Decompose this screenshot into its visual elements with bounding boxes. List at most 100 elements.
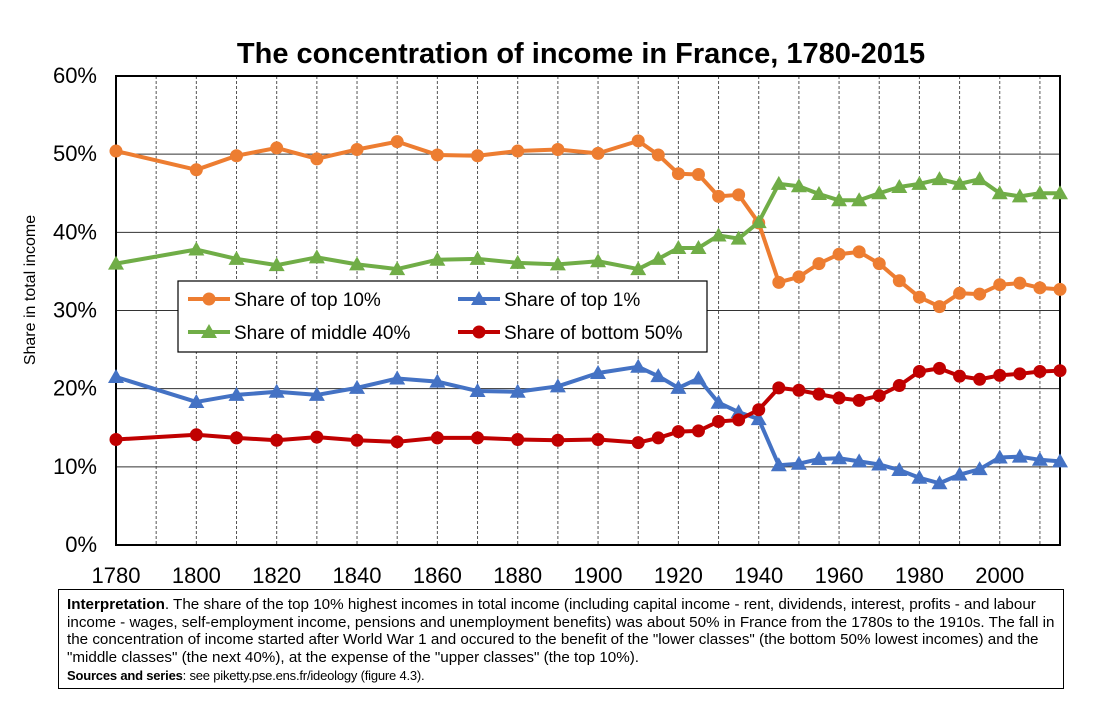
data-point xyxy=(590,365,607,380)
data-point xyxy=(891,178,908,193)
data-point xyxy=(750,214,767,229)
y-tick-label: 10% xyxy=(53,454,97,479)
data-point xyxy=(509,383,526,398)
data-point xyxy=(812,257,826,271)
data-point xyxy=(630,261,647,276)
data-point xyxy=(390,435,404,449)
series-share-of-middle-40- xyxy=(108,171,1068,276)
y-tick-label: 30% xyxy=(53,298,97,323)
legend-label: Share of middle 40% xyxy=(234,323,410,344)
x-tick-label: 1820 xyxy=(252,563,301,588)
x-tick-label: 1780 xyxy=(92,563,141,588)
data-point xyxy=(511,144,525,158)
data-point xyxy=(851,453,868,468)
data-point xyxy=(390,135,404,149)
data-point xyxy=(471,431,485,445)
data-point xyxy=(188,393,205,408)
data-point xyxy=(591,146,605,160)
data-point xyxy=(932,300,946,314)
legend-item: Share of bottom 50% xyxy=(458,323,683,344)
data-point xyxy=(973,287,987,301)
data-point xyxy=(630,358,647,373)
legend: Share of top 10% Share of top 1% Share of … xyxy=(177,280,708,353)
x-tick-label: 1860 xyxy=(413,563,462,588)
data-point xyxy=(912,364,926,378)
data-point xyxy=(549,378,566,393)
legend-item: Share of top 10% xyxy=(188,290,381,311)
series-share-of-bottom-50- xyxy=(109,361,1067,450)
data-point xyxy=(951,175,968,190)
legend-swatch-marker xyxy=(201,324,217,338)
data-point xyxy=(953,286,967,300)
x-tick-label: 2000 xyxy=(975,563,1024,588)
data-point xyxy=(911,175,928,190)
data-point xyxy=(770,175,787,190)
data-point xyxy=(730,230,747,245)
data-point xyxy=(792,270,806,284)
data-point xyxy=(671,167,685,181)
data-point xyxy=(109,144,123,158)
data-point xyxy=(973,372,987,386)
data-point xyxy=(650,368,667,383)
data-point xyxy=(430,148,444,162)
data-point xyxy=(770,457,787,472)
data-point xyxy=(1052,185,1068,200)
x-tick-label: 1920 xyxy=(654,563,703,588)
data-point xyxy=(1031,185,1048,200)
interpretation-body: . The share of the top 10% highest incom… xyxy=(67,596,1055,666)
data-point xyxy=(189,163,203,177)
legend-label: Share of bottom 50% xyxy=(504,323,683,344)
data-point xyxy=(852,393,866,407)
data-point xyxy=(310,430,324,444)
data-point xyxy=(310,152,324,166)
data-point xyxy=(892,379,906,393)
data-point xyxy=(712,189,726,203)
sources-text: : see piketty.pse.ens.fr/ideology (figur… xyxy=(182,668,425,684)
legend-item: Share of middle 40% xyxy=(188,323,410,344)
data-point xyxy=(891,461,908,476)
data-point xyxy=(430,431,444,445)
data-point xyxy=(1011,188,1028,203)
legend-swatch-marker xyxy=(472,325,486,339)
x-tick-label: 1900 xyxy=(574,563,623,588)
data-point xyxy=(349,256,366,271)
data-point xyxy=(810,451,827,466)
data-point xyxy=(951,466,968,481)
data-point xyxy=(851,192,868,207)
data-point xyxy=(911,469,928,484)
data-point xyxy=(270,433,284,447)
y-axis-label: Share in total income xyxy=(22,214,39,366)
legend-label: Share of top 1% xyxy=(504,290,640,311)
y-tick-label: 0% xyxy=(65,532,97,557)
data-point xyxy=(670,239,687,254)
y-tick-label: 50% xyxy=(53,141,97,166)
data-point xyxy=(189,428,203,442)
data-point xyxy=(732,413,746,427)
data-point xyxy=(710,227,727,242)
data-point xyxy=(912,290,926,304)
series-line xyxy=(115,364,1061,486)
data-point xyxy=(993,278,1007,292)
plot-frame xyxy=(115,75,1061,546)
data-point xyxy=(268,257,285,272)
data-point xyxy=(772,275,786,289)
data-point xyxy=(872,389,886,403)
x-tick-label: 1940 xyxy=(734,563,783,588)
data-point xyxy=(872,257,886,271)
data-point xyxy=(509,254,526,269)
series-share-of-top-1- xyxy=(108,358,1068,490)
data-point xyxy=(712,414,726,428)
data-point xyxy=(932,361,946,375)
interpretation-text: Interpretation. The share of the top 10%… xyxy=(67,596,1055,666)
series-line xyxy=(115,138,1061,309)
legend-label: Share of top 10% xyxy=(234,290,381,311)
data-point xyxy=(831,450,848,465)
data-point xyxy=(871,456,888,471)
data-point xyxy=(350,433,364,447)
data-point xyxy=(350,142,364,156)
data-point xyxy=(268,383,285,398)
data-point xyxy=(429,251,446,266)
data-point xyxy=(1011,448,1028,463)
series-line xyxy=(115,177,1060,272)
data-point xyxy=(991,449,1008,464)
